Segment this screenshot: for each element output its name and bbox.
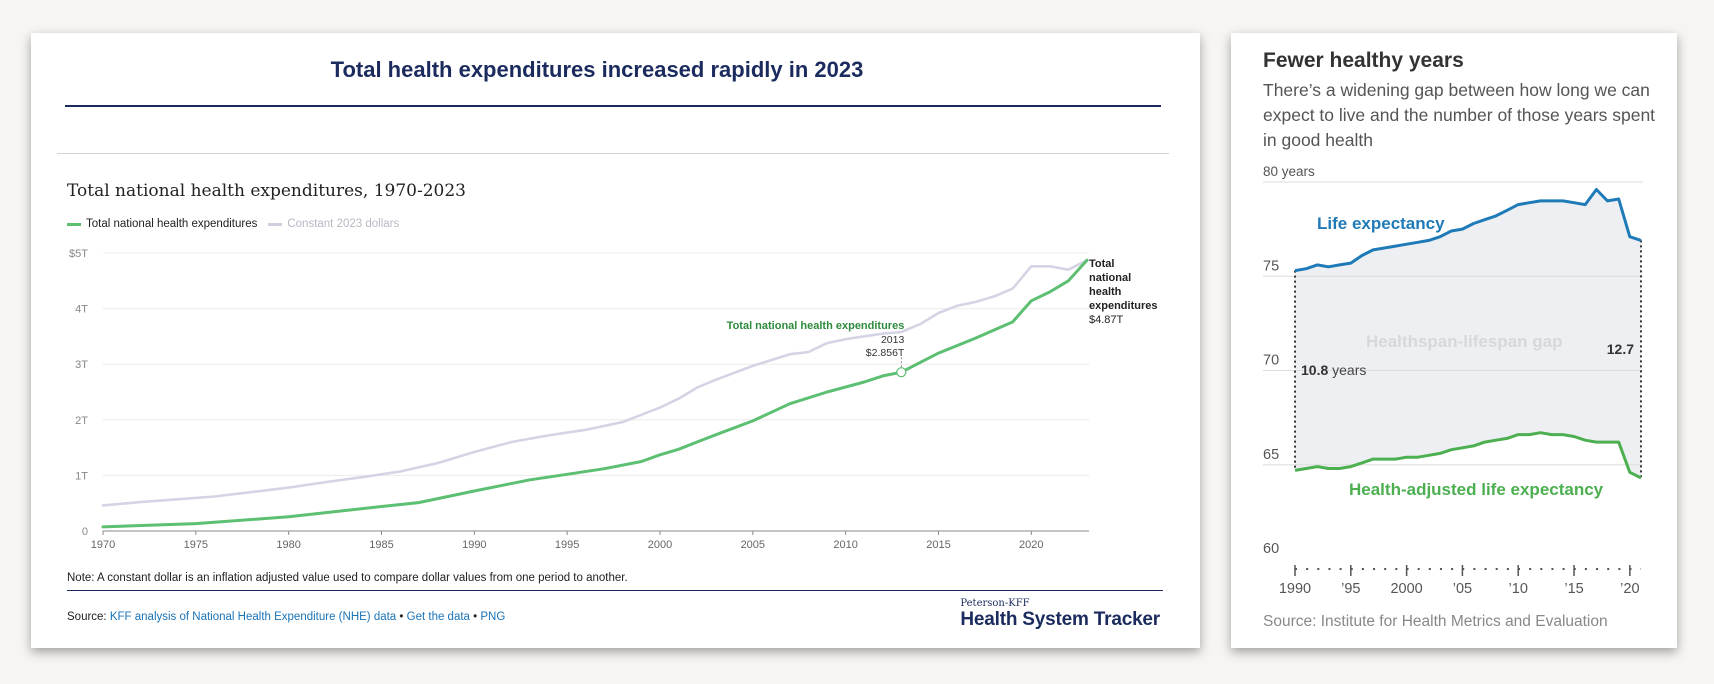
separator: • (473, 611, 478, 623)
separator: • (399, 611, 404, 623)
expenditures-card: Total health expenditures increased rapi… (31, 33, 1200, 648)
get-data-link[interactable]: Get the data (406, 611, 470, 623)
source-line: Source: KFF analysis of National Health … (67, 611, 505, 623)
brand-big: Health System Tracker (960, 609, 1160, 630)
annotation-value-2013: $2.856T (866, 347, 905, 359)
gap-label: Healthspan-lifespan gap (1366, 332, 1562, 351)
source-link[interactable]: KFF analysis of National Health Expendit… (109, 611, 397, 623)
source-prefix: Source: (67, 611, 107, 623)
x-tick-label: 2000 (1390, 581, 1422, 597)
legend-label-constant: Constant 2023 dollars (287, 218, 400, 230)
gap-area (1295, 189, 1641, 478)
y-tick-label: 4T (75, 304, 88, 316)
x-tick-label: 2005 (741, 539, 765, 551)
y-tick-label: 60 (1263, 541, 1279, 557)
gap-2021-label: 12.7 (1607, 341, 1634, 357)
y-tick-label: 0 (82, 526, 88, 538)
x-tick-label: 1995 (555, 539, 579, 551)
x-tick-label: 2015 (926, 539, 950, 551)
x-tick-label: 1985 (369, 539, 393, 551)
legend-swatch-green-icon (67, 222, 81, 226)
series-line-constant-2023-dollars (101, 258, 1089, 507)
y-tick-label: 65 (1263, 447, 1279, 463)
end-label-line: Total (1089, 258, 1114, 270)
legend-item-total[interactable]: Total national health expenditures (67, 218, 257, 230)
healthy-life-label: Health-adjusted life expectancy (1349, 480, 1604, 499)
brand-small: Peterson-KFF (960, 598, 1030, 609)
footer-divider (67, 590, 1163, 591)
x-tick-label: ’15 (1564, 581, 1583, 597)
main-title: Total health expenditures increased rapi… (330, 57, 864, 82)
series-line-life-expectancy (1294, 188, 1642, 273)
chart-legend: Total national health expenditures Const… (67, 218, 410, 230)
annotation-year-2013: 2013 (881, 334, 905, 346)
x-tick-label: 1975 (184, 539, 208, 551)
y-tick-label: 80 years (1263, 164, 1315, 179)
y-tick-label: 75 (1263, 258, 1279, 274)
x-tick-label: 2010 (833, 539, 857, 551)
chart-note: Note: A constant dollar is an inflation … (67, 572, 628, 584)
y-tick-label: 2T (75, 415, 88, 427)
annotation-title-2013: Total national health expenditures (727, 320, 905, 332)
expenditures-line-chart: 0 1T 2T 3T 4T $5T 1970 1975 1980 1985 1990 1995 2000… (69, 248, 1157, 551)
x-tick-label: ’10 (1509, 581, 1528, 597)
healthy-years-line-chart: 60 65 70 75 80 years 1990 ’95 2000 ’05 ’10 ’15 ’20 L… (1263, 164, 1643, 597)
life-expectancy-label: Life expectancy (1317, 214, 1445, 233)
end-label-line: health (1089, 286, 1122, 298)
healthy-years-source: Source: Institute for Health Metrics and… (1263, 613, 1608, 630)
healthy-years-card: Fewer healthy years There’s a widening g… (1231, 33, 1677, 648)
x-tick-label: ’20 (1620, 581, 1639, 597)
title-divider (65, 105, 1161, 107)
chart-title: Total national health expenditures, 1970… (67, 181, 466, 201)
y-tick-label: 70 (1263, 353, 1279, 369)
end-label-line: expenditures (1089, 300, 1157, 312)
y-tick-label: 3T (75, 359, 88, 371)
healthy-years-title: Fewer healthy years (1263, 49, 1464, 72)
legend-item-constant[interactable]: Constant 2023 dollars (268, 218, 399, 230)
annotation-marker-2013 (896, 367, 907, 378)
series-line-health-adjusted-life-expectancy (1294, 431, 1642, 480)
healthy-years-subtitle: There’s a widening gap between how long … (1263, 80, 1656, 150)
gap-1990-value: 10.8 (1301, 362, 1328, 378)
section-divider (57, 153, 1169, 154)
x-tick-label: ’95 (1341, 581, 1360, 597)
x-tick-label: 1990 (462, 539, 486, 551)
x-tick-label: 1990 (1279, 581, 1311, 597)
y-tick-label: $5T (69, 248, 88, 260)
brand-logo[interactable]: Peterson-KFF Health System Tracker (960, 598, 1160, 631)
x-tick-label: 2000 (648, 539, 672, 551)
legend-swatch-lavender-icon (268, 222, 283, 226)
end-label-line: national (1089, 272, 1131, 284)
x-tick-label: ’05 (1453, 581, 1472, 597)
legend-label-total: Total national health expenditures (86, 218, 258, 230)
gap-1990-label: 10.8 years (1301, 362, 1366, 378)
gap-1990-unit: years (1328, 362, 1366, 378)
series-line-total-national-health-expenditures (101, 258, 1089, 529)
end-label-value: $4.87T (1089, 314, 1124, 326)
y-tick-label: 1T (75, 470, 88, 482)
x-tick-label: 1980 (276, 539, 300, 551)
x-tick-label: 1970 (91, 539, 115, 551)
png-link[interactable]: PNG (480, 611, 506, 623)
x-tick-label: 2020 (1019, 539, 1043, 551)
